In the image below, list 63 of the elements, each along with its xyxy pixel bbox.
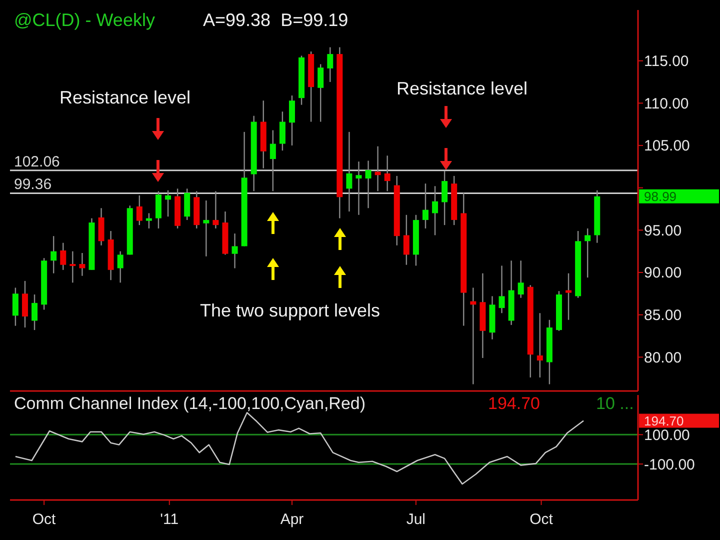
x-tick-label: Jul (406, 511, 426, 528)
candlestick (346, 131, 352, 212)
candlestick (288, 94, 295, 146)
x-tick-label: Oct (530, 511, 554, 528)
annotation: 194.70 (488, 394, 540, 413)
x-tick-label: '11 (160, 511, 179, 528)
y-tick-label: 100.00 (644, 426, 690, 444)
candlestick (518, 260, 524, 298)
candlestick (422, 182, 428, 230)
y-tick-label: 110.00 (644, 95, 689, 112)
candlestick (498, 265, 505, 314)
candlestick (356, 160, 362, 216)
candlestick (365, 160, 372, 209)
candlestick (12, 287, 18, 326)
candlestick (60, 242, 66, 271)
text: 194.70 (644, 413, 684, 428)
y-tick-label: 115.00 (644, 53, 689, 70)
annotation: Resistance level (396, 78, 528, 98)
chart-title: @CL(D) - Weekly (14, 10, 155, 30)
candlestick (374, 146, 381, 192)
candlestick (98, 208, 104, 246)
candlestick (117, 250, 124, 284)
candlestick (212, 190, 219, 230)
candlestick (432, 186, 438, 236)
candlestick (327, 46, 334, 83)
ref-line-label: 102.06 (14, 153, 60, 170)
annotation: The two support levels (200, 300, 380, 320)
candlestick (279, 111, 286, 152)
candlestick (165, 190, 172, 218)
candlestick (536, 312, 543, 378)
candlestick (79, 252, 86, 276)
y-tick-label: 95.00 (644, 222, 682, 240)
candlestick (403, 214, 410, 266)
line-series (14, 412, 584, 485)
chart-title: Comm Channel Index (14,-100,100,Cyan,Red) (14, 394, 366, 413)
candlestick (232, 232, 238, 269)
candlestick (584, 228, 591, 278)
candlestick (136, 194, 142, 226)
ref-line-label: 99.36 (14, 176, 52, 194)
candlestick (384, 155, 390, 192)
text: 98.99 (644, 188, 677, 204)
candlestick (184, 188, 190, 221)
y-tick-label: -100.00 (644, 456, 695, 474)
candlestick (442, 170, 448, 226)
candlestick (566, 272, 572, 320)
candlestick (203, 200, 210, 257)
candlestick (146, 212, 152, 230)
annotation: 10 ... (596, 394, 634, 413)
y-tick-label: 85.00 (644, 307, 682, 324)
candlestick (22, 280, 28, 328)
x-tick-label: Apr (280, 511, 304, 528)
chart-subtitle: A=99.38 B=99.19 (203, 10, 348, 30)
candlestick (50, 235, 57, 274)
x-tick-label: Oct (32, 511, 57, 528)
candlestick (155, 190, 162, 230)
candlestick (70, 250, 76, 284)
y-tick-label: 80.00 (644, 349, 682, 366)
candlestick (32, 294, 38, 331)
y-tick-label: 105.00 (644, 138, 690, 155)
annotation: Resistance level (59, 87, 191, 108)
candlestick (270, 130, 276, 192)
candlestick (318, 64, 324, 122)
y-tick-label: 90.00 (644, 264, 682, 282)
